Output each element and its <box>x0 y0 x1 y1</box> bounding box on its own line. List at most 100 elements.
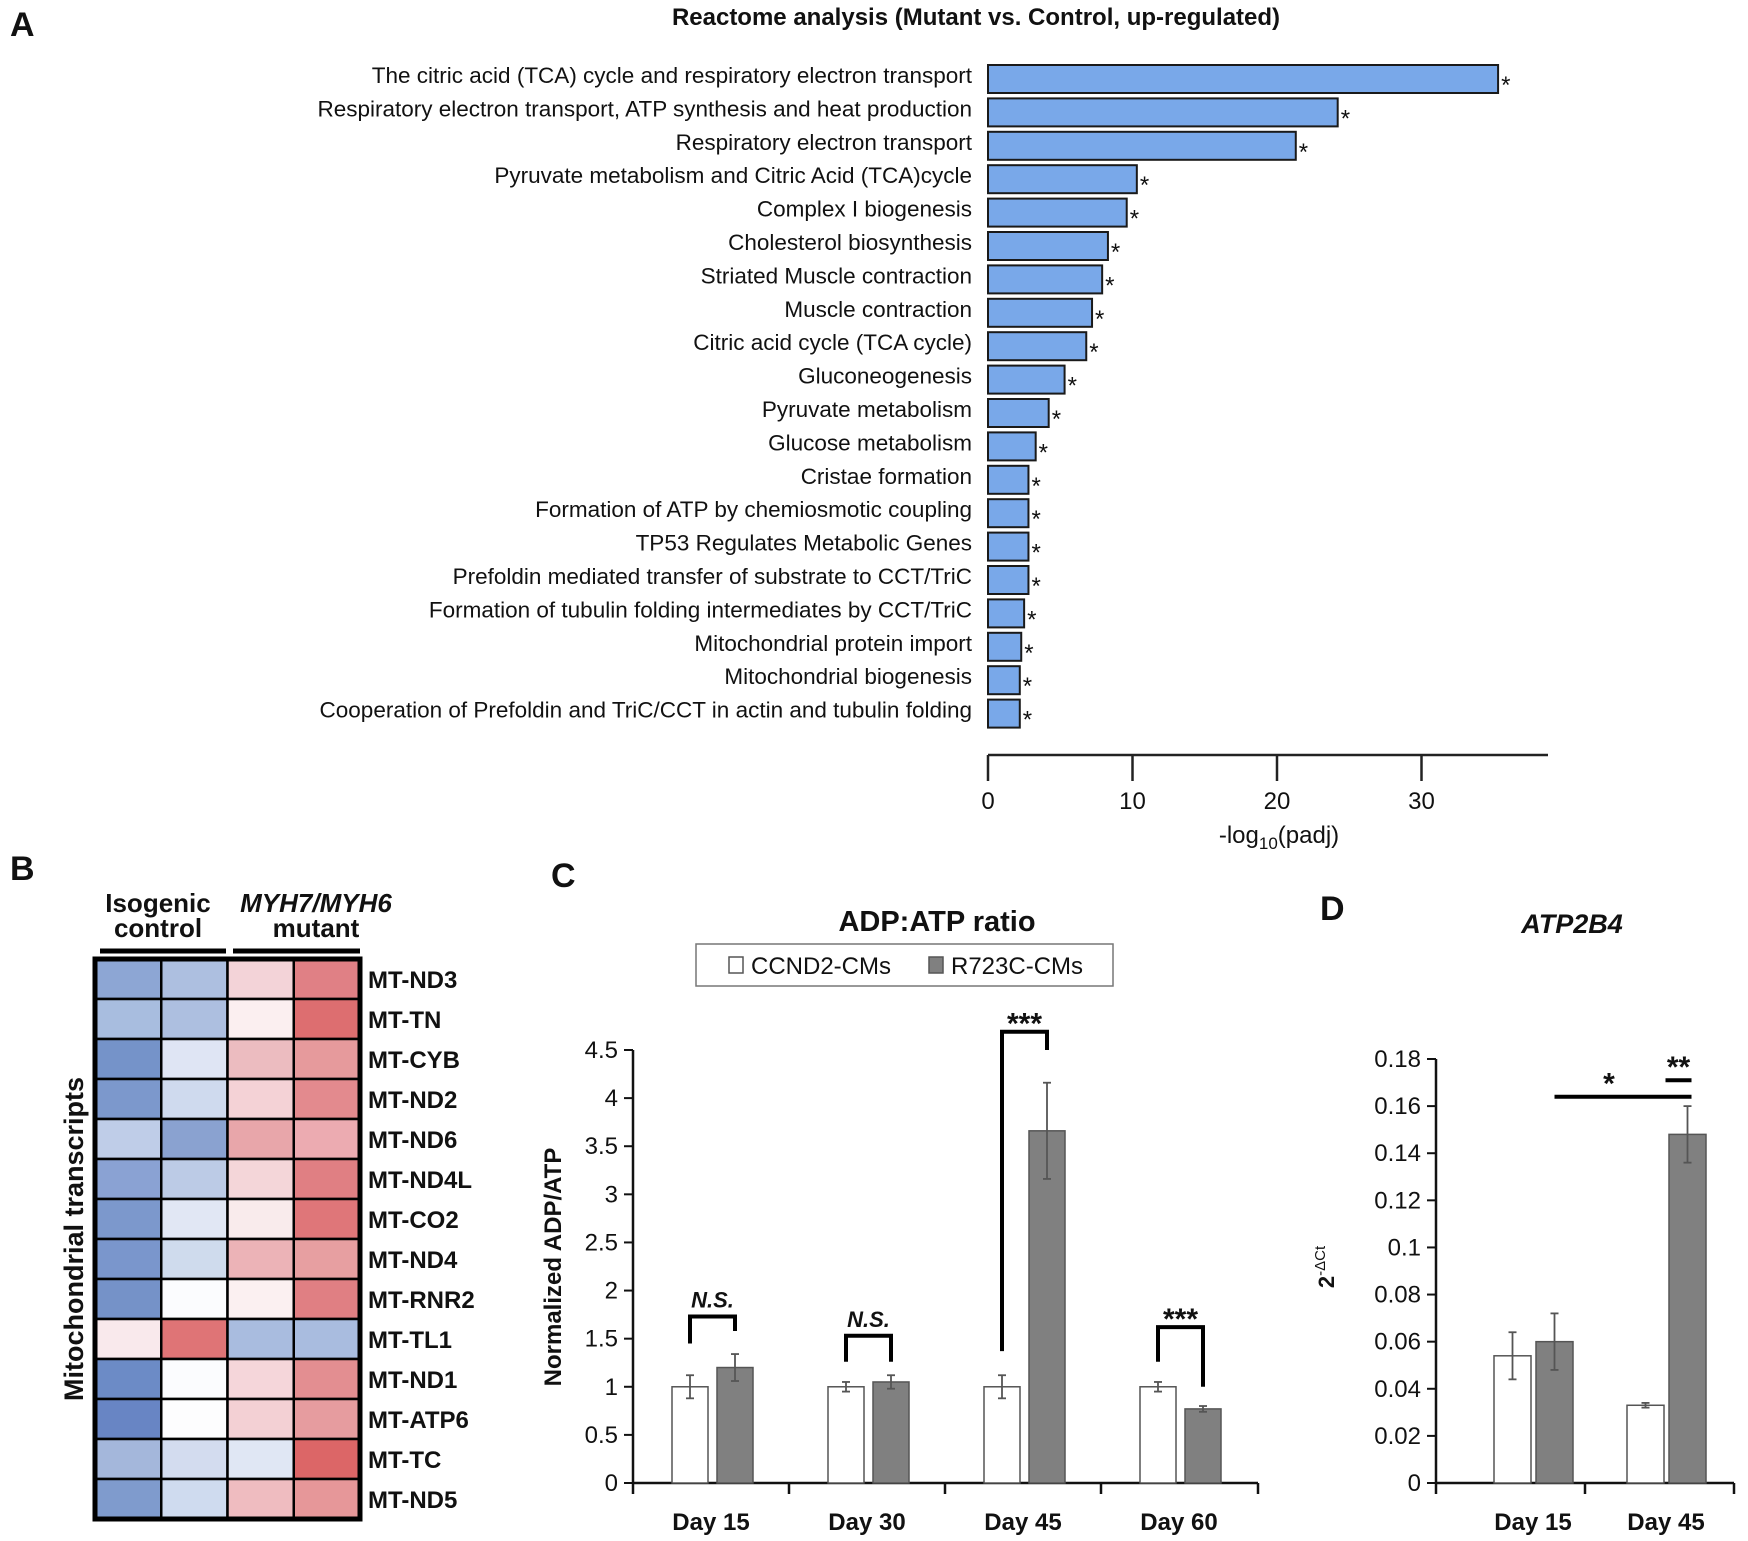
significance-star: * <box>1031 473 1040 500</box>
row-label: MT-ND4L <box>368 1167 472 1194</box>
heatmap-cell <box>160 1237 229 1281</box>
y-tick-label: 0.12 <box>1374 1187 1421 1214</box>
heatmap-cell <box>292 1077 362 1121</box>
heatmap-cell <box>226 1397 295 1441</box>
x-tick-label: Day 45 <box>1627 1509 1704 1536</box>
x-axis-label-main: -log <box>1219 822 1259 849</box>
x-tick-label: Day 45 <box>984 1509 1061 1536</box>
category-label: Glucose metabolism <box>768 430 972 455</box>
group-header-mutant-line2: mutant <box>273 913 360 943</box>
bar <box>987 398 1050 428</box>
panel-label-d: D <box>1320 890 1345 928</box>
category-label: Prefoldin mediated transfer of substrate… <box>453 564 972 589</box>
heatmap-cell <box>160 957 229 1001</box>
x-tick-label: Day 15 <box>672 1509 749 1536</box>
x-tick-label: 10 <box>1119 788 1146 815</box>
bar-r723c-cms <box>872 1381 910 1484</box>
row-label: MT-ND1 <box>368 1367 457 1394</box>
heatmap-cell <box>226 1077 295 1121</box>
heatmap-cell <box>93 1397 163 1441</box>
heatmap-cell <box>292 1357 362 1401</box>
heatmap-cell <box>292 1317 362 1361</box>
row-label: MT-ND6 <box>368 1127 457 1154</box>
x-axis-label: -log10(padj) <box>1219 822 1339 853</box>
row-label: MT-CO2 <box>368 1207 459 1234</box>
heatmap-cell <box>93 1277 163 1321</box>
bar <box>987 297 1094 328</box>
heatmap-cell <box>292 1037 362 1081</box>
bar-r723c-cms <box>1184 1408 1222 1484</box>
y-tick-label: 4.5 <box>585 1037 618 1064</box>
heatmap-cell <box>226 1277 295 1321</box>
category-label: Citric acid cycle (TCA cycle) <box>693 330 972 355</box>
panel-label-c: C <box>551 857 576 895</box>
legend-box <box>695 943 1114 987</box>
heatmap-cell <box>93 1477 163 1521</box>
panel-c-adp-atp-chart: 0 0.5 1 1.5 2 2.5 3 3.5 4 4.5 Day 15 Day 30 Day 45 Da… <box>540 906 1260 1536</box>
heatmap-cell <box>292 1157 362 1201</box>
category-label: Complex I biogenesis <box>757 197 972 222</box>
category-label: Formation of ATP by chemiosmotic couplin… <box>535 497 972 522</box>
heatmap-cell <box>160 1117 229 1161</box>
bar <box>987 97 1339 128</box>
y-axis-label-superscript: -ΔCt <box>1312 1245 1329 1276</box>
x-tick-label: Day 30 <box>828 1509 905 1536</box>
category-label: Pyruvate metabolism and Citric Acid (TCA… <box>494 163 972 188</box>
bar <box>987 64 1500 94</box>
heatmap-cell <box>226 997 295 1041</box>
heatmap-cell <box>226 1237 295 1281</box>
y-axis-label: Mitochondrial transcripts <box>59 1077 89 1401</box>
heatmap-cell <box>160 1197 229 1241</box>
significance-star: * <box>1027 606 1036 633</box>
heatmap-cell <box>226 1317 295 1361</box>
bar-r723c-cms <box>716 1366 754 1484</box>
bar-ccnd2-cms <box>1139 1386 1177 1484</box>
significance-star: * <box>1023 673 1032 700</box>
significance-star: * <box>1023 707 1032 734</box>
y-tick-label: 0.1 <box>1388 1234 1421 1261</box>
row-label: MT-TN <box>368 1007 441 1034</box>
y-tick-label: 0.08 <box>1374 1282 1421 1309</box>
heatmap-cell <box>226 1437 295 1481</box>
heatmap-cell <box>226 1117 295 1161</box>
category-label: The citric acid (TCA) cycle and respirat… <box>372 63 973 88</box>
significance-star: * <box>1501 72 1510 99</box>
heatmap-cell <box>93 1117 163 1161</box>
y-tick-label: 4 <box>605 1085 618 1112</box>
bar <box>987 631 1023 662</box>
bar <box>987 565 1030 595</box>
significance-bracket <box>1156 1325 1205 1387</box>
heatmap-cell <box>292 1117 362 1161</box>
heatmap-cell <box>160 1277 229 1321</box>
row-label: MT-TL1 <box>368 1327 452 1354</box>
heatmap-cell <box>160 1317 229 1361</box>
row-label: MT-TC <box>368 1447 441 1474</box>
heatmap-cell <box>93 1037 163 1081</box>
significance-label: N.S. <box>847 1307 890 1332</box>
bar <box>987 231 1109 261</box>
y-tick-label: 0.16 <box>1374 1093 1421 1120</box>
heatmap-cell <box>160 1077 229 1121</box>
chart-title: ATP2B4 <box>1520 909 1623 939</box>
heatmap-cell <box>93 1317 163 1361</box>
category-label: TP53 Regulates Metabolic Genes <box>636 531 972 556</box>
category-label: Mitochondrial biogenesis <box>724 664 972 689</box>
row-label: MT-CYB <box>368 1047 460 1074</box>
x-tick-label: 0 <box>981 788 994 815</box>
heatmap-cell <box>93 1357 163 1401</box>
category-label: Muscle contraction <box>784 297 972 322</box>
y-axis-label-base: 2 <box>1314 1276 1339 1288</box>
significance-bracket <box>688 1314 737 1344</box>
legend-swatch-ccnd2 <box>728 956 744 974</box>
significance-label: *** <box>1007 1008 1042 1041</box>
category-label: Mitochondrial protein import <box>694 631 972 656</box>
significance-label: *** <box>1163 1303 1198 1336</box>
bar <box>987 464 1030 495</box>
significance-star: * <box>1140 172 1149 199</box>
heatmap-cell <box>226 1357 295 1401</box>
group-header-control-line1: Isogenic <box>105 888 210 918</box>
y-axis-label: 2-ΔCt <box>1312 1245 1339 1288</box>
heatmap-cell <box>292 1477 362 1521</box>
row-label: MT-ATP6 <box>368 1407 469 1434</box>
